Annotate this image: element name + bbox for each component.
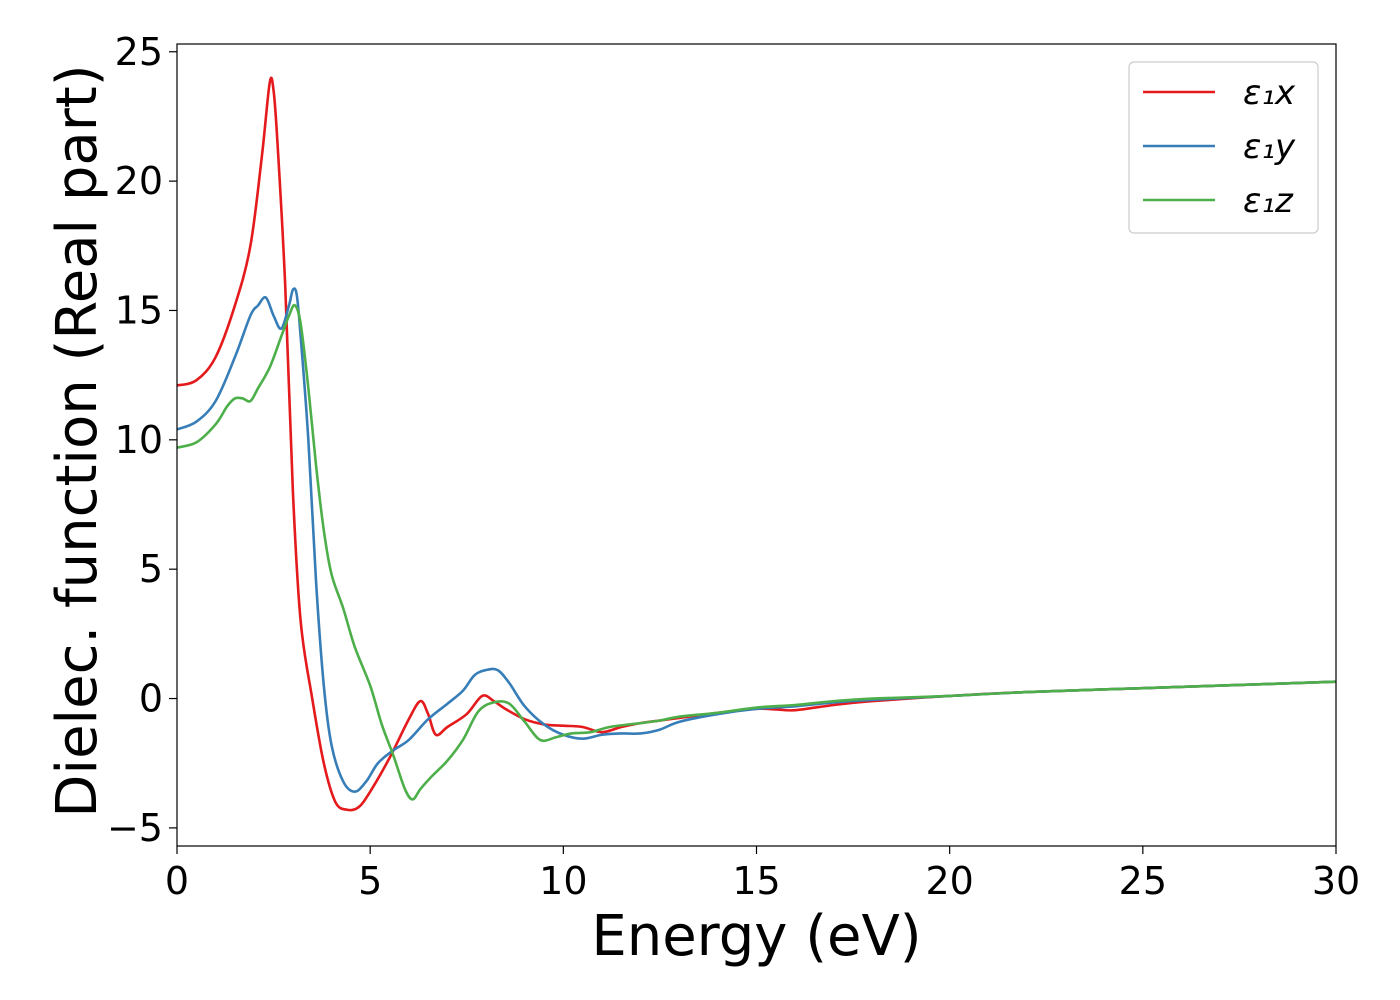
x-tick-label: 5 <box>358 859 382 903</box>
series-line-3 <box>177 303 1336 801</box>
y-tick-label: −5 <box>107 806 163 850</box>
x-tick-label: 25 <box>1119 859 1167 903</box>
y-axis-title: Dielec. function (Real part) <box>45 64 110 817</box>
x-tick-label: 10 <box>539 859 587 903</box>
y-tick-label: 0 <box>139 677 163 721</box>
x-axis: 0 5 10 15 20 25 30 <box>165 846 1360 903</box>
legend: ε₁x ε₁y ε₁z <box>1128 61 1319 234</box>
y-tick-label: 20 <box>115 159 163 203</box>
series-line-1 <box>177 76 1336 812</box>
y-tick-label: 25 <box>115 30 163 74</box>
series-layer <box>177 76 1336 812</box>
x-tick-label: 30 <box>1312 859 1360 903</box>
y-tick-label: 15 <box>115 288 163 332</box>
legend-label-1: ε₁x <box>1243 73 1296 113</box>
y-tick-label: 5 <box>139 547 163 591</box>
legend-box <box>1128 61 1319 234</box>
x-axis-title: Energy (eV) <box>591 904 921 969</box>
plot-area <box>176 43 1337 847</box>
y-tick-label: 10 <box>115 418 163 462</box>
x-tick-label: 20 <box>925 859 973 903</box>
x-tick-label: 0 <box>165 859 189 903</box>
x-tick-label: 15 <box>732 859 780 903</box>
legend-label-3: ε₁z <box>1243 181 1294 221</box>
legend-label-2: ε₁y <box>1243 127 1296 167</box>
y-axis: −5 0 5 10 15 20 25 <box>107 30 177 850</box>
